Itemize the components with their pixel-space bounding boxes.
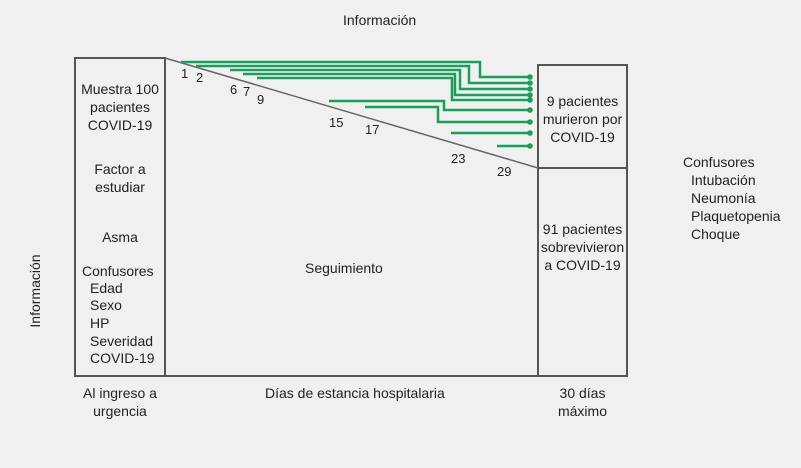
top-info-label: Información <box>343 12 417 28</box>
confounder-item: COVID-19 <box>90 350 155 366</box>
left-box <box>74 57 166 377</box>
death-arrow-head <box>527 119 533 125</box>
event-day-label: 17 <box>365 122 380 137</box>
death-arrow-line <box>230 68 528 91</box>
bottom-left-label: Al ingreso a urgencia <box>83 385 157 419</box>
death-arrow-line <box>243 72 528 97</box>
factor-value: Asma <box>102 229 138 245</box>
death-arrow-head <box>527 107 533 113</box>
death-arrow-head <box>527 92 533 98</box>
died-text: 9 pacientes murieron por COVID-19 <box>542 93 623 145</box>
event-day-label: 6 <box>230 82 238 97</box>
death-arrow-line <box>196 64 528 85</box>
right-box <box>537 64 628 377</box>
confounder-item: HP <box>90 315 110 331</box>
event-day-label: 29 <box>497 164 512 179</box>
confounder-item: Severidad <box>90 333 154 349</box>
bottom-right-label: 30 días máximo <box>557 385 607 419</box>
death-arrow-line <box>329 99 528 112</box>
follow-up-label: Seguimiento <box>305 260 383 276</box>
death-arrow-line <box>365 105 528 124</box>
right-confounder-item: Intubación <box>691 172 756 188</box>
event-day-label: 9 <box>257 92 265 107</box>
event-day-label: 15 <box>329 115 344 130</box>
death-arrow-head <box>527 97 533 103</box>
death-arrow-head <box>527 74 533 80</box>
event-day-label: 2 <box>196 70 204 85</box>
right-confounders-title: Confusores <box>683 154 755 170</box>
event-day-label: 1 <box>181 66 189 81</box>
death-arrow-head <box>527 130 533 136</box>
death-event-arrows <box>181 60 533 149</box>
follow-up-diagonal <box>164 57 539 169</box>
bottom-middle-label: Días de estancia hospitalaria <box>265 385 445 401</box>
death-arrow-head <box>527 143 533 149</box>
confounder-item: Sexo <box>90 297 122 313</box>
event-day-label: 23 <box>451 151 466 166</box>
death-arrow-line <box>257 76 528 102</box>
confounder-item: Edad <box>90 280 123 296</box>
right-confounder-item: Plaquetopenia <box>691 208 781 224</box>
sample-text: Muestra 100 pacientes COVID-19 <box>81 81 159 133</box>
right-confounder-item: Choque <box>691 226 741 242</box>
factor-text: Factor a estudiar <box>94 161 146 195</box>
confounders-title: Confusores <box>82 263 154 279</box>
death-arrow-line <box>181 60 528 79</box>
death-arrow-head <box>527 86 533 92</box>
event-day-label: 7 <box>243 84 251 99</box>
survived-text: 91 pacientes sobrevivieron a COVID-19 <box>540 221 625 273</box>
right-confounder-item: Neumonía <box>691 190 756 206</box>
side-info-label: Información <box>27 254 43 328</box>
death-arrow-head <box>527 80 533 86</box>
